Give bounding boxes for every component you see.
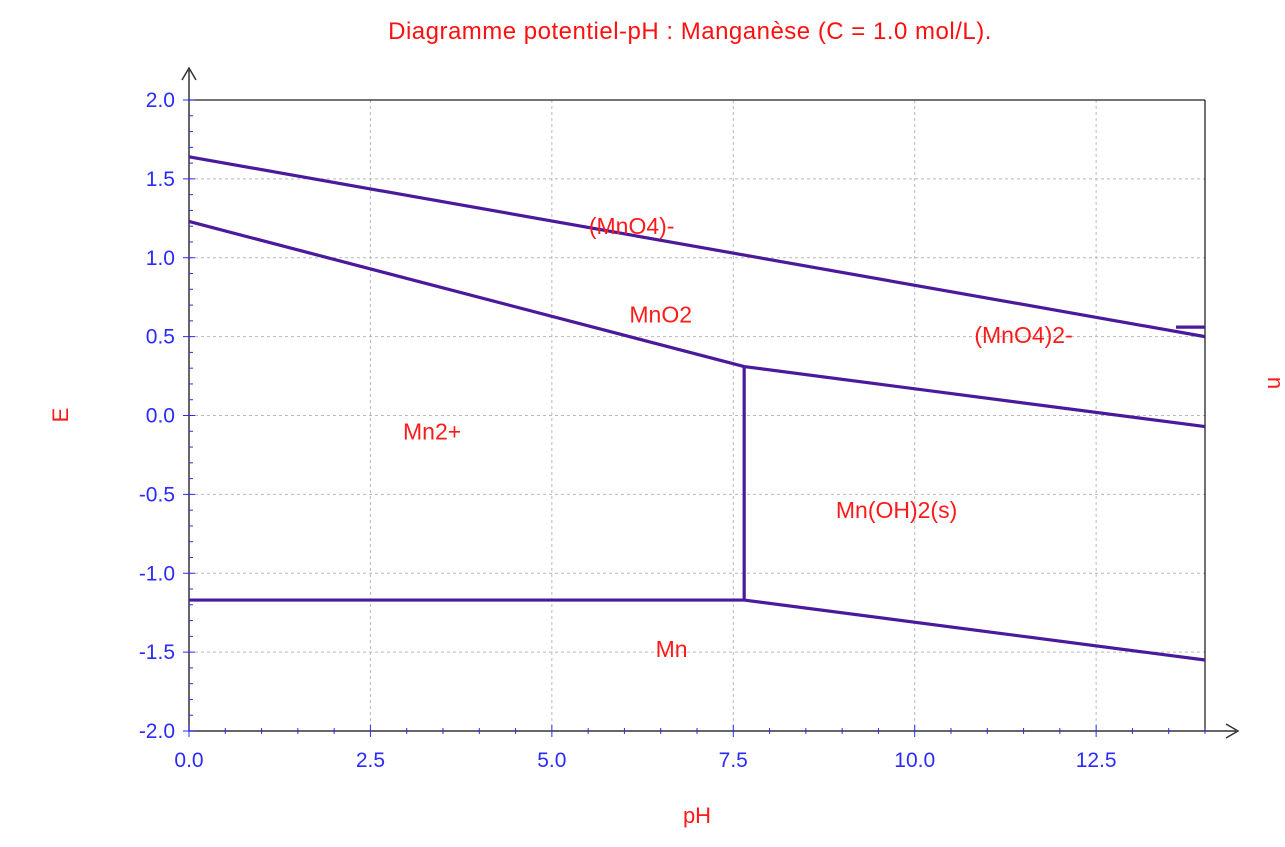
region-labels: (MnO4)- MnO2 (MnO4)2- Mn2+ Mn(OH)2(s) Mn [403, 213, 1073, 662]
region-label: Mn [656, 636, 688, 662]
y-axis-label: E [48, 408, 73, 423]
y-tick-label: 1.5 [146, 168, 175, 191]
region-label: Mn(OH)2(s) [836, 497, 957, 523]
boundary-segment [188, 219, 745, 369]
x-tick-label: 2.5 [356, 749, 385, 772]
y-tick-label: -1.0 [139, 562, 175, 585]
boundary-lines [188, 155, 1206, 662]
chart-title: Diagramme potentiel-pH : Manganèse (C = … [388, 18, 992, 45]
x-axis-arrow [1225, 723, 1240, 739]
x-axis-label: pH [683, 803, 711, 828]
x-tick-label: 12.5 [1076, 749, 1117, 772]
x-tick-label: 5.0 [537, 749, 566, 772]
y-axis-arrow [181, 66, 197, 81]
y-tick-label: 1.0 [146, 247, 175, 270]
boundary-segment [743, 365, 1206, 429]
region-label: (MnO4)2- [974, 322, 1072, 348]
y-tick-label: -1.5 [139, 641, 175, 664]
right-axis-label: u [1260, 377, 1285, 389]
y-tick-label: 2.0 [146, 89, 175, 112]
y-tick-label: 0.5 [146, 326, 175, 349]
y-tick-label: -2.0 [139, 720, 175, 743]
boundary-segment [743, 598, 1206, 662]
region-label: MnO2 [629, 302, 692, 328]
axes [181, 66, 1240, 739]
x-tick-label: 7.5 [719, 749, 748, 772]
tick-labels: 2.0 1.5 1.0 0.5 0.0 -0.5 -1.0 -1.5 -2.0 0.0 2.5 5.0… [139, 89, 1117, 772]
x-tick-label: 0.0 [174, 749, 203, 772]
x-tick-label: 10.0 [894, 749, 935, 772]
y-tick-label: 0.0 [146, 405, 175, 428]
y-tick-label: -0.5 [139, 483, 175, 506]
region-label: (MnO4)- [589, 213, 675, 239]
region-label: Mn2+ [403, 418, 461, 444]
boundary-segment [188, 155, 1206, 339]
grid [189, 99, 1205, 731]
